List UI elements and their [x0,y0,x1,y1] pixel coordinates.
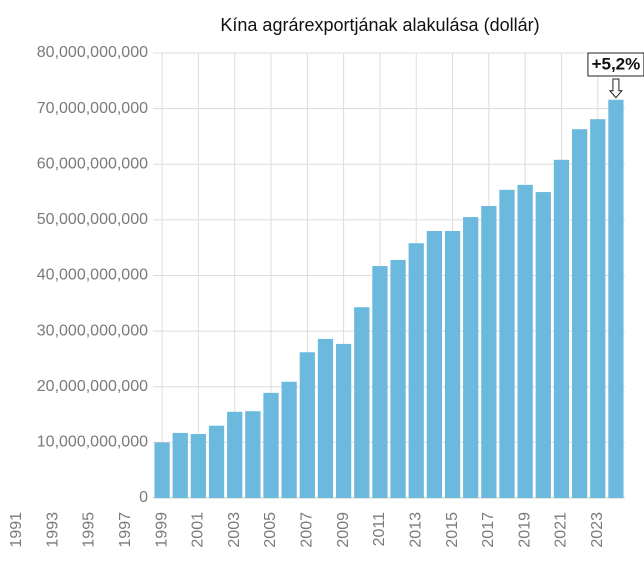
y-tick-label: 80,000,000,000 [37,44,148,61]
bar [608,99,624,498]
bar [571,129,588,499]
bar [227,411,243,498]
x-tick-label: 2023 [589,512,606,548]
bar [481,205,497,498]
x-tick-label: 2015 [444,512,461,548]
bar [553,159,570,499]
x-tick-label: 2017 [480,512,497,548]
bar [190,434,207,498]
bar [317,338,334,498]
y-tick-label: 50,000,000,000 [37,211,148,228]
x-tick-label: 2009 [335,512,352,548]
x-tick-label: 1991 [8,512,25,548]
bar [535,192,551,498]
annotation: +5,2% [592,54,641,73]
bar [590,119,606,498]
y-tick-label: 30,000,000,000 [37,322,148,339]
y-tick-label: 10,000,000,000 [37,434,148,451]
x-tick-label: 2005 [262,512,279,548]
x-tick-label: 2007 [299,512,316,548]
bar [390,259,406,498]
bar [354,307,370,498]
bar [517,184,533,499]
bar [172,432,188,498]
bar [154,442,170,498]
y-tick-label: 70,000,000,000 [37,100,148,117]
x-tick-label: 1997 [117,512,134,548]
y-tick-label: 60,000,000,000 [37,155,148,172]
bar [372,266,388,498]
bar [299,352,315,498]
x-tick-label: 1999 [153,512,170,548]
x-tick-label: 2021 [553,512,570,548]
x-tick-label: 2013 [407,512,424,548]
bar [208,425,225,498]
bar [263,392,279,498]
x-tick-label: 1995 [81,512,98,548]
x-tick-label: 2003 [226,512,243,548]
x-tick-label: 1993 [44,512,61,548]
chart-title: Kína agrárexportjának alakulása (dollár) [220,15,539,35]
bar [444,231,461,498]
y-tick-label: 20,000,000,000 [37,378,148,395]
bar [426,231,443,498]
y-tick-label: 0 [139,489,148,506]
bar [245,411,261,498]
x-tick-label: 2001 [190,512,207,548]
bar [408,243,424,498]
x-tick-label: 2011 [371,512,388,547]
bar [281,381,297,498]
bar [499,189,515,498]
bar [463,217,479,498]
x-tick-label: 2019 [516,512,533,548]
y-tick-label: 40,000,000,000 [37,267,148,284]
annotation-arrow [608,78,624,99]
bar [335,343,352,498]
